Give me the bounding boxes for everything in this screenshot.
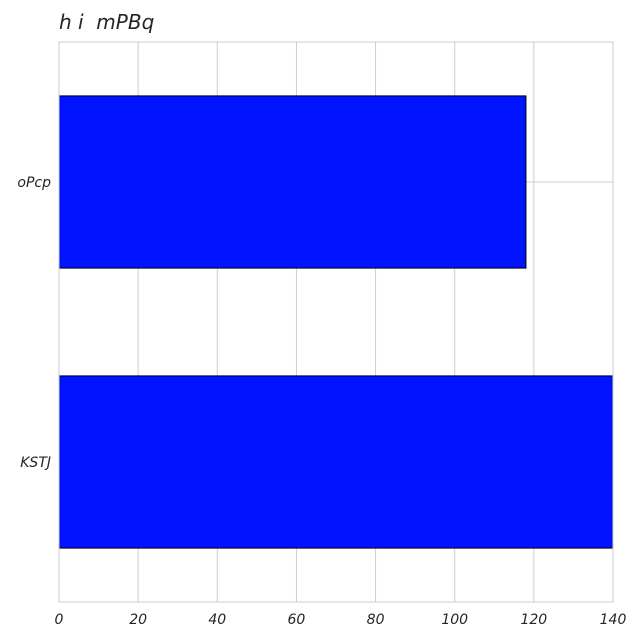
y-tick-label-0: KSTJ [20, 455, 51, 471]
x-tick-label-6: 120 [520, 612, 547, 628]
chart-title: h i mPBq [59, 10, 154, 34]
x-tick-label-4: 80 [367, 612, 385, 628]
plot-area-frame [58, 41, 614, 603]
x-tick-label-2: 40 [208, 612, 226, 628]
x-tick-label-1: 20 [129, 612, 147, 628]
bar-KSTJ [58, 375, 614, 549]
x-tick-label-0: 0 [55, 612, 64, 628]
x-tick-label-7: 140 [600, 612, 627, 628]
x-axis-ticks: 0 20 40 60 80 100 120 140 [55, 612, 627, 628]
y-axis-ticks: KSTJ oPcp [17, 175, 51, 471]
y-tick-label-1: oPcp [17, 175, 51, 191]
x-tick-label-3: 60 [288, 612, 306, 628]
x-tick-label-5: 100 [441, 612, 468, 628]
bar-oPcp [58, 95, 527, 269]
bars-layer [58, 95, 614, 549]
